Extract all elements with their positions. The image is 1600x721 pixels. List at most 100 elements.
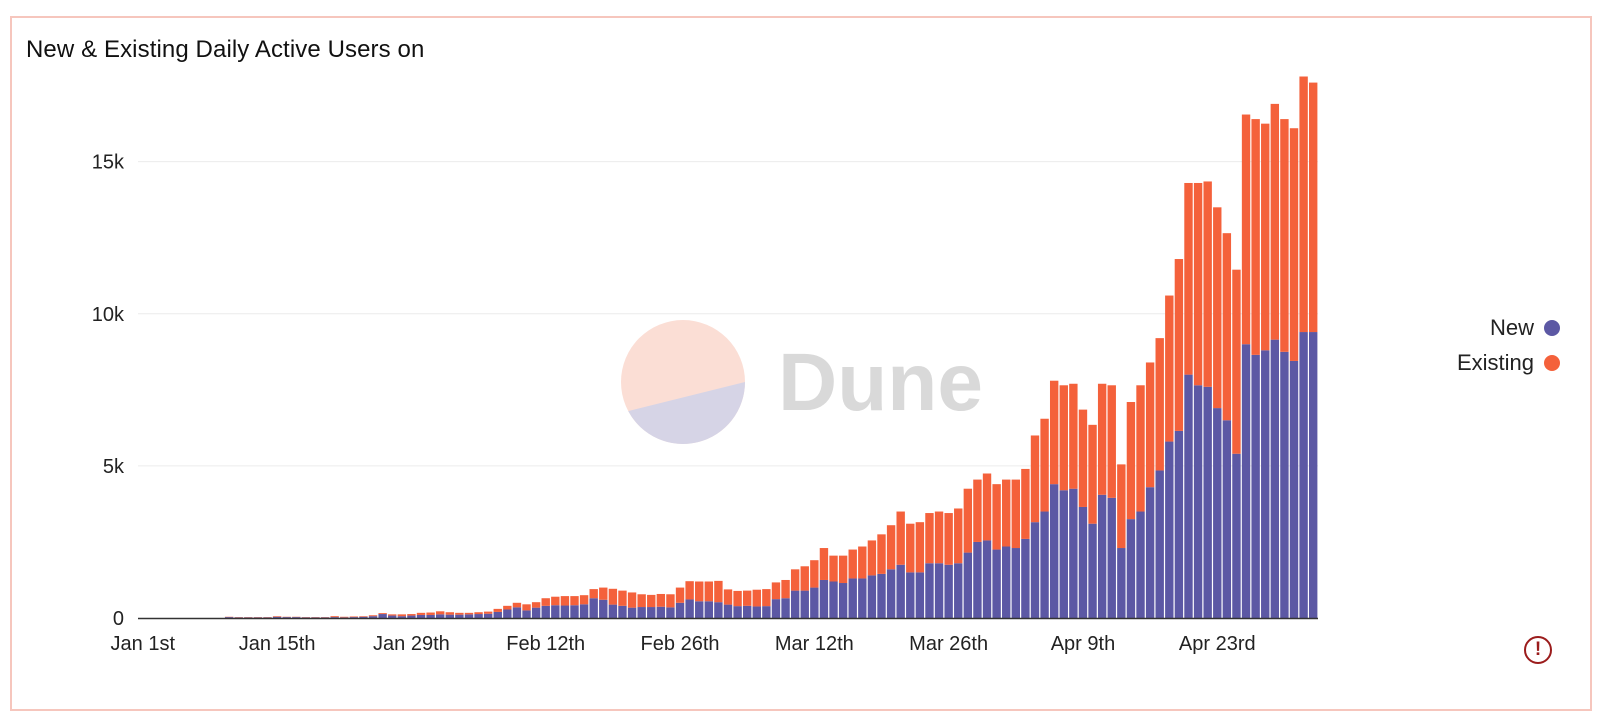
- bar-existing: [848, 549, 857, 579]
- bar-new: [244, 617, 253, 618]
- y-tick-label: 0: [113, 608, 124, 630]
- bar-existing: [867, 540, 877, 576]
- legend-label-existing: Existing: [1456, 349, 1534, 375]
- legend-label-new: New: [1489, 314, 1534, 340]
- bar-new: [723, 604, 733, 618]
- bar-new: [637, 607, 646, 618]
- legend-item-new[interactable]: New: [1457, 310, 1560, 345]
- bar-new: [742, 605, 752, 618]
- bar-existing: [934, 511, 944, 564]
- bar-new: [474, 614, 483, 618]
- bar-new: [906, 572, 915, 618]
- bar-new: [435, 614, 445, 618]
- bar-existing: [1261, 123, 1270, 351]
- bar-existing: [1088, 424, 1097, 524]
- bar-new: [1213, 408, 1222, 618]
- bar-existing: [1107, 385, 1116, 498]
- bar-new: [1241, 344, 1251, 618]
- bar-existing: [1069, 383, 1078, 489]
- bar-existing: [503, 605, 512, 610]
- bar-existing: [944, 513, 953, 565]
- bar-new: [522, 610, 531, 618]
- bar-new: [1280, 351, 1289, 618]
- bar-new: [378, 614, 387, 618]
- bar-new: [1289, 360, 1299, 618]
- bar-existing: [647, 594, 656, 608]
- bar-existing: [858, 546, 867, 579]
- bar-new: [618, 605, 627, 618]
- bar-new: [982, 540, 992, 618]
- bar-existing: [541, 598, 550, 606]
- bar-new: [493, 611, 502, 618]
- bar-existing: [790, 569, 800, 591]
- bar-new: [407, 615, 416, 618]
- bar-new: [292, 617, 301, 618]
- bar-new: [359, 616, 368, 618]
- bar-new: [445, 614, 454, 618]
- bar-existing: [886, 525, 896, 570]
- bar-new: [714, 602, 723, 618]
- bar-new: [685, 599, 694, 618]
- x-tick-label: Apr 9th: [1051, 633, 1115, 655]
- bar-existing: [819, 548, 829, 580]
- bar-new: [963, 552, 973, 618]
- exclamation-circle-icon[interactable]: !: [1524, 636, 1552, 664]
- bar-existing: [608, 588, 618, 605]
- bar-existing: [675, 587, 685, 603]
- bar-new: [944, 564, 953, 618]
- bar-existing: [435, 611, 445, 615]
- bar-new: [781, 598, 790, 618]
- bar-new: [1193, 385, 1203, 618]
- legend-item-existing[interactable]: Existing: [1457, 345, 1560, 380]
- bar-existing: [666, 594, 675, 608]
- bar-existing: [1222, 233, 1232, 421]
- bar-existing: [1193, 182, 1203, 386]
- bar-new: [992, 549, 1001, 618]
- bar-new: [1021, 538, 1030, 618]
- bar-new: [282, 617, 291, 618]
- bar-new: [1059, 490, 1068, 618]
- bar-existing: [1117, 464, 1126, 549]
- watermark-disc-bottom: [628, 382, 745, 444]
- bar-new: [224, 617, 234, 618]
- bar-new: [531, 607, 541, 618]
- bar-existing: [1241, 114, 1251, 345]
- chart-title: New & Existing Daily Active Users on: [26, 36, 425, 63]
- bar-existing: [551, 596, 560, 606]
- bar-existing: [579, 595, 589, 605]
- bar-existing: [1232, 269, 1241, 454]
- x-tick-label: Apr 23rd: [1179, 633, 1256, 655]
- bar-new: [483, 613, 493, 618]
- bar-new: [368, 616, 378, 618]
- bar-new: [608, 604, 618, 618]
- bar-existing: [915, 522, 925, 573]
- bar-existing: [1155, 338, 1164, 471]
- bar-new: [1222, 420, 1232, 618]
- bar-new: [1088, 523, 1097, 618]
- bar-existing: [1184, 182, 1193, 375]
- bar-existing: [1097, 383, 1107, 495]
- watermark-text: Dune: [778, 337, 983, 428]
- bar-new: [1174, 430, 1184, 618]
- bar-existing: [992, 484, 1001, 550]
- x-tick-label: Feb 26th: [641, 633, 720, 655]
- bar-existing: [483, 611, 493, 614]
- bar-existing: [388, 614, 397, 616]
- bar-existing: [589, 589, 598, 599]
- bar-new: [1078, 506, 1088, 618]
- bar-new: [954, 563, 963, 618]
- bar-new: [666, 607, 675, 618]
- bar-new: [1107, 497, 1116, 618]
- bar-existing: [1145, 362, 1155, 488]
- bar-existing: [1213, 207, 1222, 409]
- bar-new: [1232, 453, 1241, 618]
- bar-new: [695, 601, 704, 618]
- bar-new: [819, 579, 829, 618]
- y-tick-label: 15k: [92, 152, 125, 174]
- bar-existing: [1136, 385, 1145, 512]
- bar-new: [503, 609, 512, 618]
- bar-new: [1030, 522, 1040, 618]
- bar-new: [311, 617, 320, 618]
- bar-new: [301, 617, 311, 618]
- bar-existing: [781, 579, 790, 599]
